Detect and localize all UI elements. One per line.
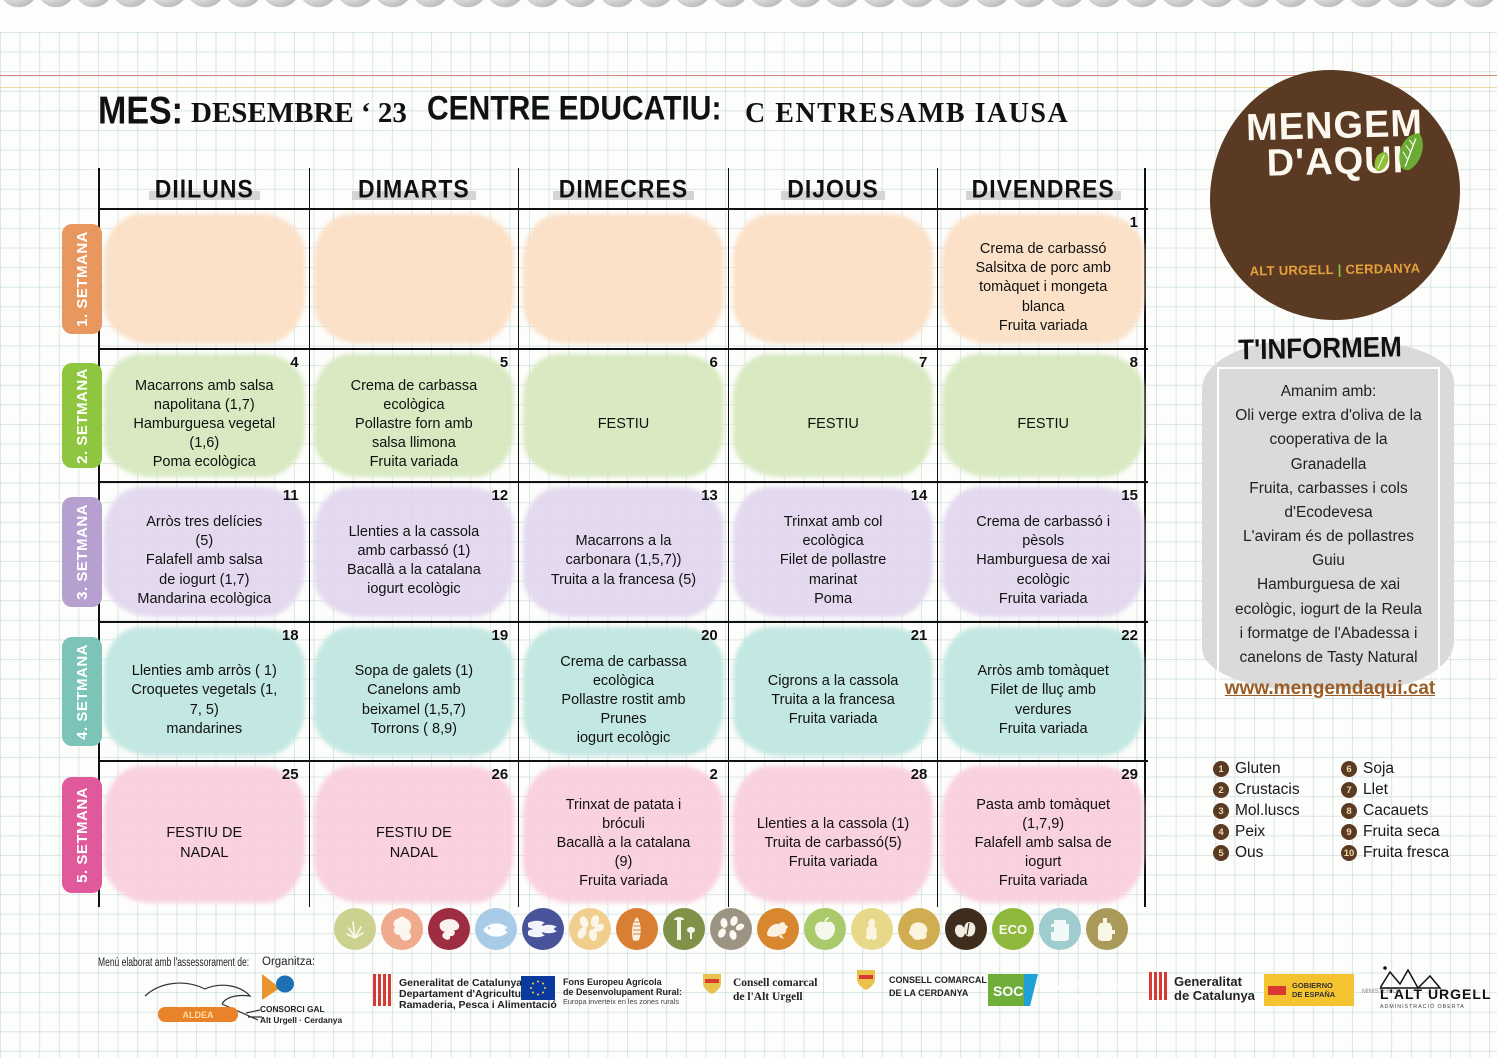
svg-text:de Catalunya: de Catalunya <box>1040 992 1100 1003</box>
svg-text:de l'Alt Urgell: de l'Alt Urgell <box>733 991 803 1003</box>
svg-text:DE LA CERDANYA: DE LA CERDANYA <box>889 988 969 998</box>
svg-text:ADMINISTRACIÓ OBERTA: ADMINISTRACIÓ OBERTA <box>1380 1003 1465 1010</box>
svg-text:Alt Urgell · Cerdanya: Alt Urgell · Cerdanya <box>260 1015 342 1025</box>
svg-text:SOC: SOC <box>993 983 1023 999</box>
svg-text:CONSORCI GAL: CONSORCI GAL <box>260 1004 325 1014</box>
svg-text:DE ESPAÑA: DE ESPAÑA <box>1292 990 1336 999</box>
svg-text:de Desenvolupament Rural:: de Desenvolupament Rural: <box>563 987 682 997</box>
svg-text:de Catalunya: de Catalunya <box>1174 988 1256 1003</box>
svg-text:CONSELL COMARCAL: CONSELL COMARCAL <box>889 975 987 985</box>
svg-text:Generalitat: Generalitat <box>1174 974 1243 989</box>
svg-text:Europa inverteix en les zones: Europa inverteix en les zones rurals <box>563 997 679 1006</box>
svg-text:GOBIERNO: GOBIERNO <box>1292 981 1333 990</box>
svg-text:Servei d'Ocupació: Servei d'Ocupació <box>1040 981 1123 992</box>
svg-text:ALDEA: ALDEA <box>183 1010 214 1020</box>
svg-text:Fons Europeu Agrícola: Fons Europeu Agrícola <box>563 977 663 987</box>
svg-text:Consell comarcal: Consell comarcal <box>733 977 817 989</box>
svg-text:L'ALT URGELL: L'ALT URGELL <box>1380 986 1492 1002</box>
